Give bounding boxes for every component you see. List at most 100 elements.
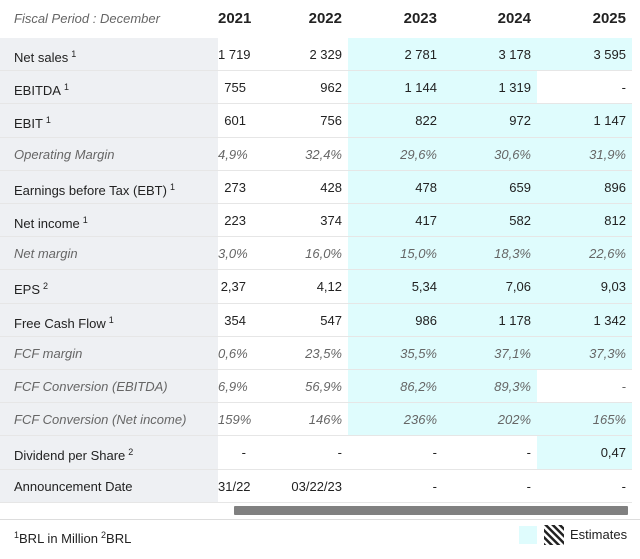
value-cell: 3 178 <box>443 38 537 72</box>
value-cell: 32,4% <box>305 146 342 162</box>
row-label-text: EBITDA <box>14 83 61 99</box>
value-cell: 9,03 <box>537 270 632 304</box>
value-cell: 582 <box>443 204 537 238</box>
value-cell: 478 <box>348 170 443 204</box>
value-cell: - <box>621 379 626 394</box>
value-cell: 159% <box>218 412 252 428</box>
value-cell: - <box>432 478 437 494</box>
value-cell: 2,37 <box>220 279 246 295</box>
row-label: FCF Conversion (EBITDA) <box>14 370 218 403</box>
value-cell: 236% <box>348 403 443 437</box>
value-cell: 756 <box>320 113 342 129</box>
row-label-text: Operating Margin <box>14 146 115 162</box>
row-label-text: Dividend per Share <box>14 448 126 464</box>
value-cell: 0,47 <box>537 436 632 470</box>
row-label: Operating Margin <box>14 138 218 171</box>
row-label-text: FCF Conversion (Net income) <box>14 412 187 428</box>
value-cell: 223 <box>224 213 246 228</box>
row-label: Net sales 1 <box>14 38 218 71</box>
value-cell: 1 178 <box>443 303 537 337</box>
value-cell: 2 781 <box>348 38 443 72</box>
value-cell: 2 329 <box>309 47 342 62</box>
value-cell: 1 342 <box>537 303 632 337</box>
value-cell: - <box>337 445 342 461</box>
row-label: Net margin <box>14 237 218 270</box>
row-divider <box>0 501 632 503</box>
row-label: EBIT 1 <box>14 104 218 137</box>
value-cell: 89,3% <box>443 370 537 404</box>
row-label-text: Earnings before Tax (EBT) <box>14 182 167 198</box>
row-label: FCF margin <box>14 337 218 370</box>
row-divider <box>0 402 632 404</box>
row-label-text: Announcement Date <box>14 478 133 494</box>
value-cell: 22,6% <box>537 237 632 271</box>
row-label-text: EPS <box>14 282 41 298</box>
row-label: Free Cash Flow 1 <box>14 304 218 337</box>
value-cell: 37,3% <box>537 336 632 370</box>
row-divider <box>0 435 632 437</box>
value-cell: - <box>526 478 531 494</box>
value-cell: 5,34 <box>348 270 443 304</box>
row-label-text: FCF Conversion (EBITDA) <box>14 379 168 394</box>
value-cell: - <box>241 445 246 461</box>
value-cell: 6,9% <box>218 379 248 394</box>
footnote-mark: 2 <box>128 447 134 458</box>
value-cell: 1 719 <box>218 47 251 62</box>
value-cell: 35,5% <box>348 336 443 370</box>
value-cell: 1 319 <box>443 71 537 105</box>
row-label-text: Net sales <box>14 50 69 65</box>
footnote-mark: 1 <box>45 115 51 126</box>
footnote-mark: 1 <box>14 530 20 540</box>
row-label-text: Free Cash Flow <box>14 315 106 331</box>
year-header: 2024 <box>497 10 531 27</box>
value-cell: 31,9% <box>537 137 632 171</box>
row-divider <box>0 203 632 204</box>
scrollbar[interactable] <box>234 506 628 515</box>
year-header: 2025 <box>592 10 626 27</box>
row-divider <box>0 269 632 271</box>
value-cell: 972 <box>443 104 537 138</box>
footnote-mark: 1 <box>169 181 175 192</box>
row-label-text: Net margin <box>14 246 78 262</box>
row-label: Announcement Date <box>14 470 218 503</box>
value-cell: 31/22 <box>218 478 251 494</box>
row-label: FCF Conversion (Net income) <box>14 403 218 436</box>
row-divider <box>0 302 632 304</box>
value-cell: 1 147 <box>537 104 632 138</box>
legend-swatch-estimate <box>519 526 537 544</box>
value-cell: 601 <box>224 113 246 129</box>
value-cell: 37,1% <box>443 336 537 370</box>
legend-label: Estimates <box>570 527 628 542</box>
value-cell: - <box>621 478 626 494</box>
value-cell: 374 <box>320 213 342 228</box>
value-cell: 986 <box>348 303 443 337</box>
row-label: EBITDA 1 <box>14 71 218 104</box>
row-divider <box>0 335 632 337</box>
value-cell: 03/22/23 <box>291 478 342 494</box>
row-divider <box>0 468 632 470</box>
value-cell: 812 <box>537 204 632 238</box>
value-cell: 18,3% <box>443 237 537 271</box>
row-label-text: FCF margin <box>14 345 83 361</box>
value-cell: - <box>526 445 531 461</box>
value-cell: 428 <box>320 179 342 195</box>
row-divider <box>0 103 632 105</box>
year-header: 2022 <box>308 10 342 27</box>
year-header: 2021 <box>218 10 252 27</box>
legend-swatch-hatch <box>544 525 564 545</box>
footnote-mark: 1 <box>108 314 114 325</box>
value-cell: 3 595 <box>537 38 632 72</box>
value-cell: 29,6% <box>348 137 443 171</box>
row-divider <box>0 136 632 138</box>
label-column <box>0 38 218 503</box>
row-label: Dividend per Share 2 <box>14 436 218 469</box>
value-cell: 417 <box>348 204 443 238</box>
value-cell: 896 <box>537 170 632 204</box>
value-cell: 202% <box>443 403 537 437</box>
value-cell: 56,9% <box>305 379 342 394</box>
value-cell: 30,6% <box>443 137 537 171</box>
value-cell: 1 144 <box>348 71 443 105</box>
row-divider <box>0 169 632 171</box>
year-header: 2023 <box>403 10 437 27</box>
